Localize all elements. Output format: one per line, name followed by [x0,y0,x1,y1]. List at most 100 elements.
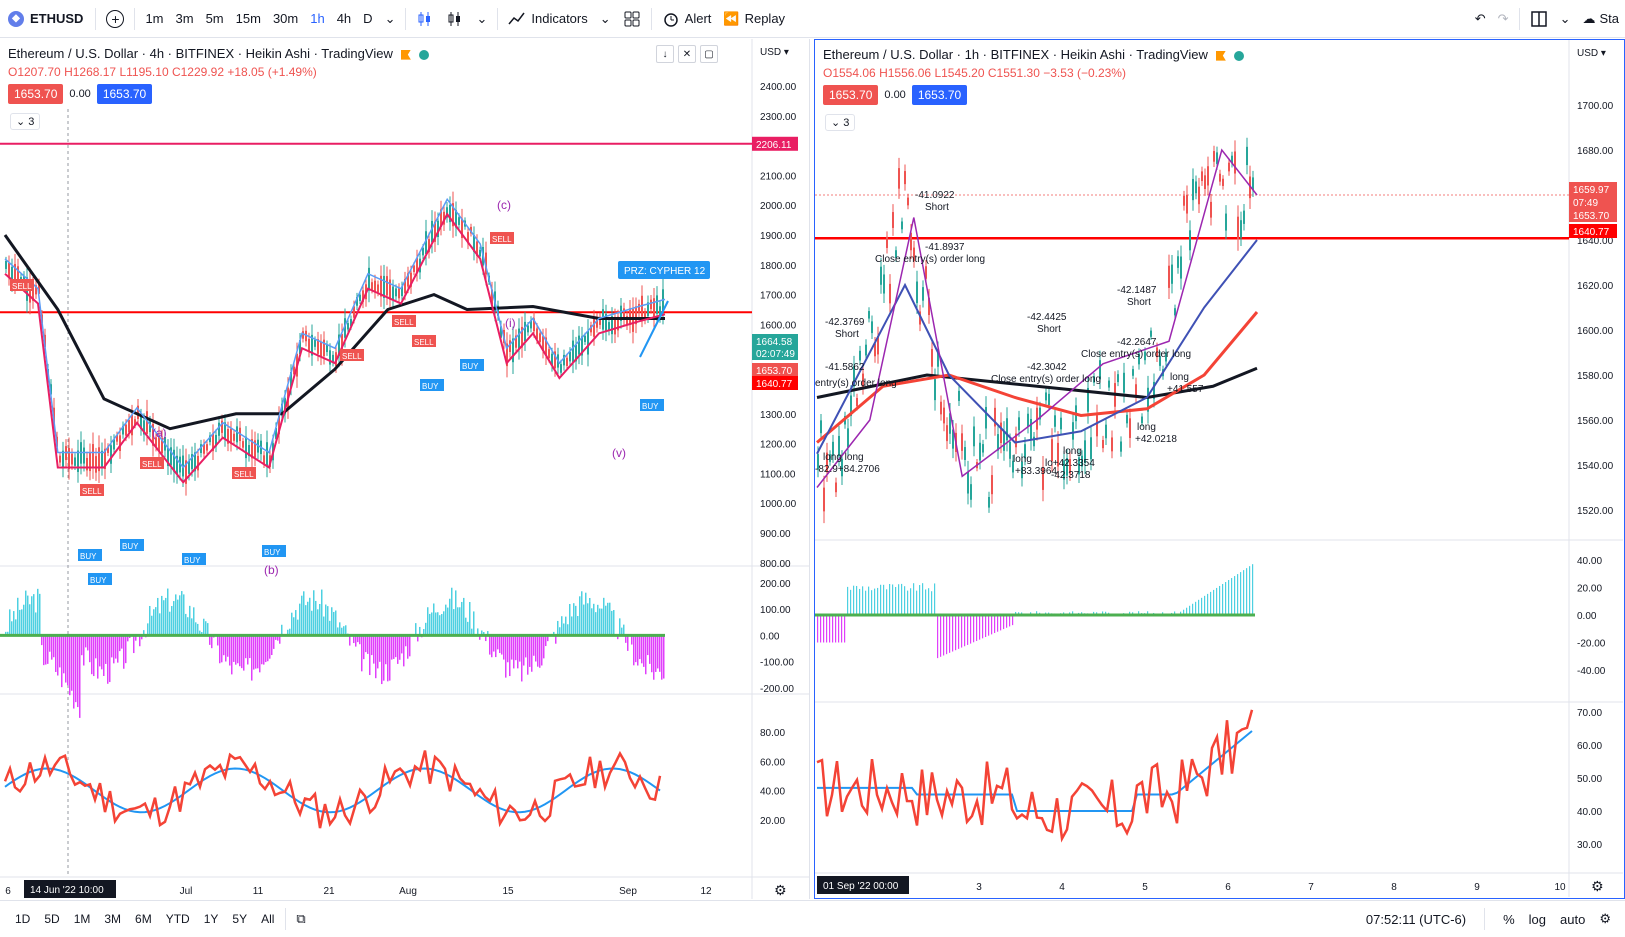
histogram-bar [913,583,915,615]
candle [176,455,178,475]
price-axis-marker [752,376,798,390]
histogram-bar [481,630,483,636]
buy-button[interactable]: 1653.70 [911,85,968,105]
go-to-date-button[interactable]: ⧉ [290,905,311,933]
sell-button[interactable]: 1653.70 [823,85,879,105]
histogram-bar [934,583,936,615]
histogram-bar [459,607,461,636]
price-tick-label: 800.00 [760,559,791,570]
histogram-bar [835,615,837,643]
range-1m[interactable]: 1M [73,912,91,926]
histogram-bar [541,635,543,666]
layout-select-button[interactable] [1524,5,1554,33]
histogram-bar [365,635,367,653]
candle [614,317,616,335]
percent-scale-toggle[interactable]: % [1503,911,1515,927]
chart-canvas-left[interactable]: USD ▾2400.002300.002200.002100.002000.00… [0,39,810,899]
auto-scale-toggle[interactable]: auto [1560,911,1586,927]
histogram-bar [353,635,355,644]
redo-button[interactable]: ↷ [1492,5,1515,33]
indicators-dropdown[interactable]: ⌄ [594,5,617,33]
chart-pane-left[interactable]: USD ▾2400.002300.002200.002100.002000.00… [0,39,810,899]
candle [422,247,424,256]
histogram-bar [1222,583,1224,615]
price-tick-label: 2300.00 [760,112,797,123]
layout-dropdown[interactable]: ⌄ [1554,5,1577,33]
histogram-bar [1174,611,1176,615]
indicators-collapse-button[interactable]: ⌄ 3 [10,113,41,130]
candle [317,339,319,354]
symbol-search[interactable]: ◆ ETHUSD [0,10,91,27]
indicators-collapse-button[interactable]: ⌄ 3 [825,114,856,131]
undo-icon: ↶ [1474,10,1486,26]
bar-style-button[interactable] [410,5,440,33]
candle [467,232,469,244]
alert-button[interactable]: Alert [656,5,718,33]
sell-signal-label: SELL [12,282,32,291]
interval-1h[interactable]: 1h [310,11,325,26]
interval-1m[interactable]: 1m [145,11,164,26]
candle [608,322,610,331]
histogram-bar [309,597,311,636]
price-tick-label: 1100.00 [760,469,796,480]
interval-4h[interactable]: 4h [336,11,352,26]
histogram-bar [1219,585,1221,615]
compare-button[interactable]: + [100,5,130,33]
candle [823,487,825,512]
buy-signal-label: BUY [422,382,439,391]
histogram-bar [497,635,499,650]
histogram-bar [557,620,559,636]
close-icon[interactable]: ✕ [678,45,696,63]
flag-icon[interactable] [400,49,411,60]
candle [1090,437,1092,460]
range-all[interactable]: All [261,912,275,926]
range-5d[interactable]: 5D [44,912,60,926]
candle [95,456,97,473]
interval-dropdown[interactable]: ⌄ [379,5,402,33]
range-6m[interactable]: 6M [135,912,152,926]
replay-button[interactable]: ⏪ Replay [717,5,791,33]
maximize-icon[interactable]: ▢ [700,45,718,63]
range-1y[interactable]: 1Y [203,912,219,926]
chart-pane-right[interactable]: USD ▾1700.001680.001660.001640.001620.00… [814,39,1625,899]
interval-d[interactable]: D [363,11,373,26]
histogram-bar [1210,591,1212,615]
histogram-bar [247,635,249,665]
buy-button[interactable]: 1653.70 [96,84,153,104]
candle [128,419,130,433]
indicators-button[interactable]: Indicators [502,5,593,33]
interval-3m[interactable]: 3m [175,11,194,26]
histogram-bar [1234,576,1236,615]
interval-15m[interactable]: 15m [235,11,261,26]
candle [110,445,112,464]
clock-timezone[interactable]: 07:52:11 (UTC-6) [1365,911,1467,927]
range-ytd[interactable]: YTD [165,912,190,926]
flag-icon[interactable] [1215,50,1226,61]
layout-button[interactable] [617,5,647,33]
chart-type-dropdown[interactable]: ⌄ [470,5,493,33]
range-5y[interactable]: 5Y [232,912,248,926]
rsi-tick-label: 30.00 [1577,840,1602,851]
histogram-bar [435,612,437,636]
arrow-down-icon[interactable]: ↓ [656,45,674,63]
range-3m[interactable]: 3M [104,912,122,926]
undo-button[interactable]: ↶ [1469,5,1492,33]
gear-icon[interactable]: ⚙ [1599,911,1611,926]
chart-canvas-right[interactable]: USD ▾1700.001680.001660.001640.001620.00… [815,40,1623,897]
histogram-bar [243,635,245,671]
candle [1219,173,1221,182]
candle [632,308,634,332]
interval-30m[interactable]: 30m [272,11,299,26]
interval-5m[interactable]: 5m [205,11,224,26]
sell-button[interactable]: 1653.70 [8,84,64,104]
candle [1009,441,1011,459]
range-1d[interactable]: 1D [15,912,31,926]
save-cloud-button[interactable]: ☁ Sta [1576,5,1625,33]
time-tick-label: 7 [1308,882,1314,893]
histogram-bar [877,587,879,615]
log-scale-toggle[interactable]: log [1528,911,1547,927]
histogram-bar [151,615,153,636]
histogram-bar [49,635,51,652]
chart-type-button[interactable] [440,5,470,33]
price-axis-marker [752,363,798,377]
